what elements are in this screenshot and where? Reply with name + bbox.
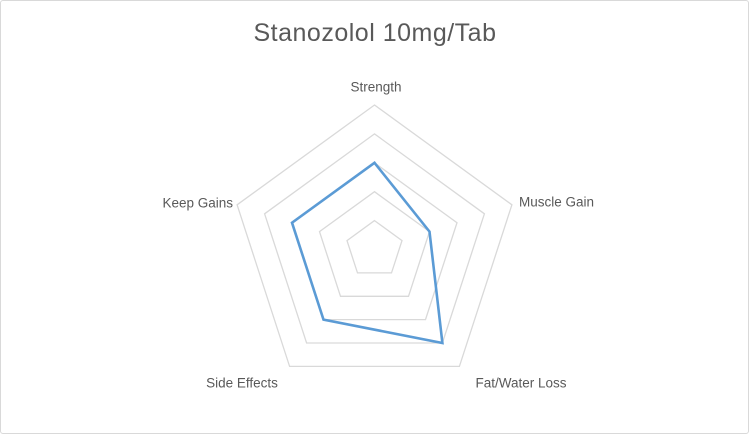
chart-title: Stanozolol 10mg/Tab: [253, 19, 497, 47]
axis-label-muscle-gain: Muscle Gain: [519, 194, 595, 210]
axis-label-keep-gains: Keep Gains: [162, 195, 233, 211]
radar-gridline-ring-5: [236, 104, 513, 368]
chart-frame: [0, 0, 749, 434]
axis-label-fat-water-loss: Fat/Water Loss: [475, 375, 567, 391]
axis-label-strength: Strength: [350, 79, 402, 95]
radar-gridline-ring-4: [263, 133, 486, 344]
radar-gridline-ring-2: [318, 190, 431, 297]
axis-label-side-effects: Side Effects: [206, 375, 278, 391]
radar-gridline-ring-1: [346, 219, 403, 274]
radar-series-line-0: [290, 161, 444, 345]
